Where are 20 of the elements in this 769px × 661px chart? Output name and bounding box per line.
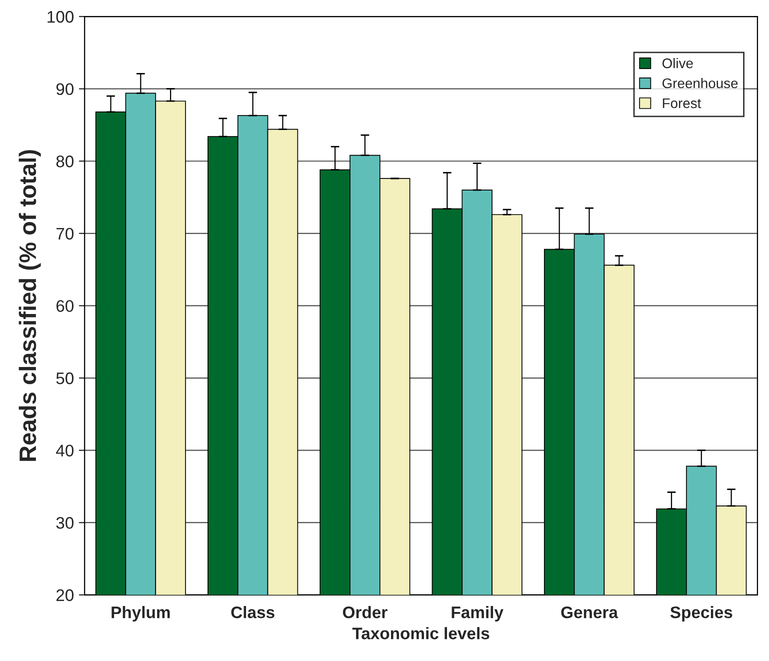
y-tick-label: 70	[56, 228, 74, 240]
y-tick-label: 40	[56, 444, 74, 457]
x-tick-label: Species	[670, 606, 732, 622]
y-tick-label: 20	[56, 589, 74, 602]
y-axis-title: Reads classified (% of total)	[18, 150, 41, 461]
legend-label: Olive	[662, 58, 693, 68]
y-tick-label: 60	[56, 300, 74, 312]
x-tick-label: Order	[342, 606, 388, 618]
x-tick-label: Genera	[561, 606, 618, 618]
legend-label: Greenhouse	[662, 78, 738, 88]
legend-label: Forest	[662, 98, 702, 108]
x-tick-label: Class	[231, 606, 274, 618]
x-axis-title: Taxonomic levels	[352, 627, 490, 640]
x-tick-label: Phylum	[112, 606, 170, 622]
y-tick-label: 100	[48, 10, 74, 23]
y-tick-label: 30	[56, 517, 74, 529]
y-tick-label: 50	[56, 372, 74, 384]
y-tick-label: 90	[56, 83, 74, 96]
y-tick-label: 80	[56, 156, 74, 168]
x-tick-label: Family	[452, 606, 504, 622]
